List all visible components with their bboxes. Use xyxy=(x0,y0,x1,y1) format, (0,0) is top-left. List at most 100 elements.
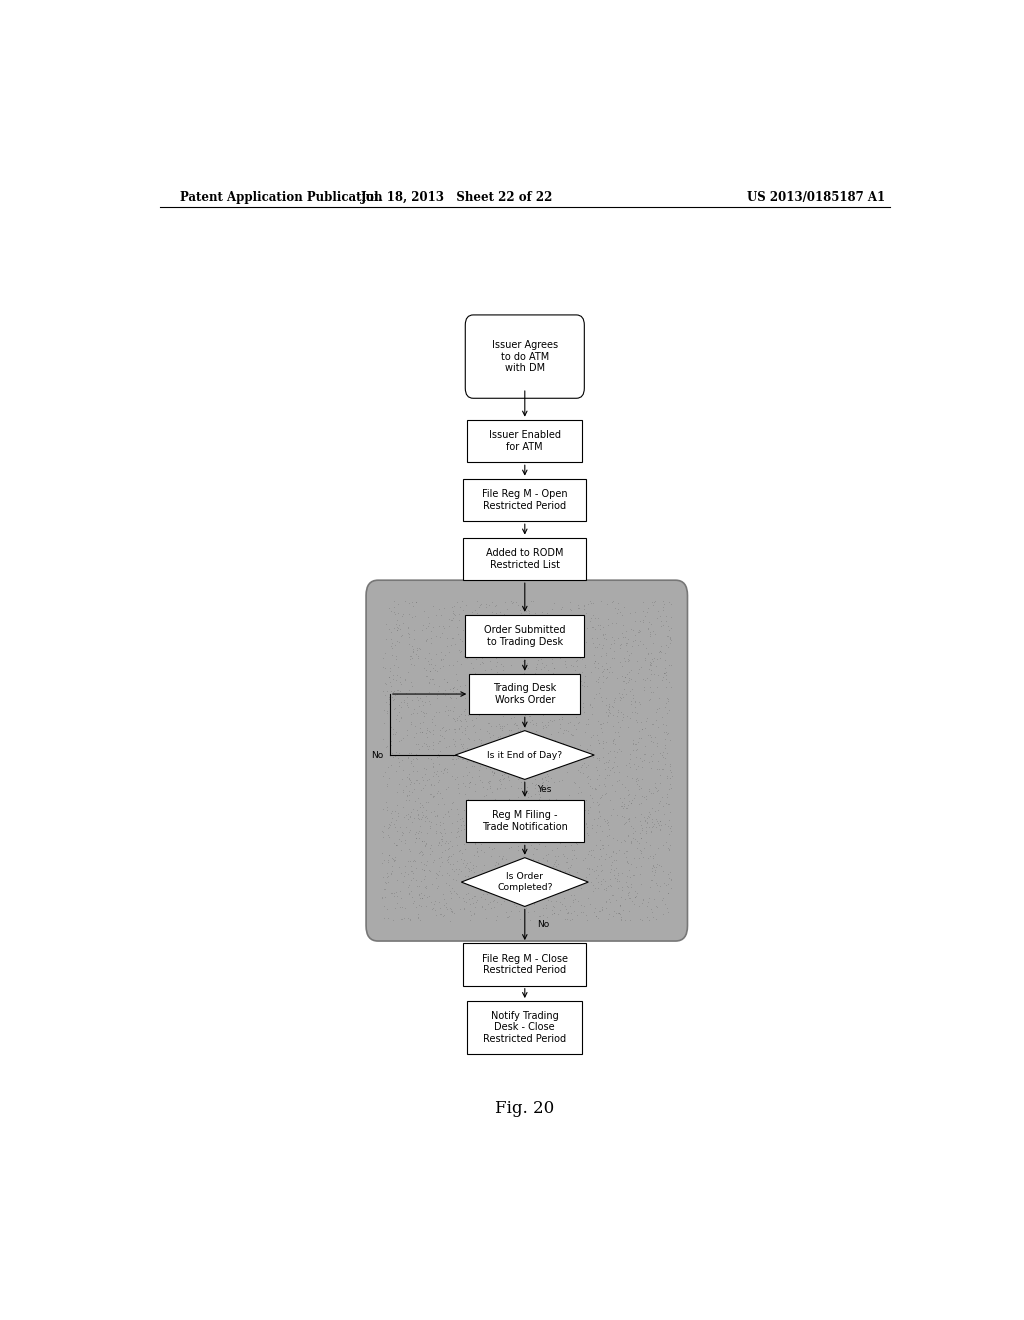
Point xyxy=(651,647,668,668)
Point xyxy=(399,850,416,871)
Point xyxy=(572,781,589,803)
Point xyxy=(425,766,441,787)
Point xyxy=(616,667,633,688)
Point xyxy=(647,726,664,747)
Point xyxy=(611,762,628,783)
Point xyxy=(575,616,592,638)
Point xyxy=(622,602,638,623)
Point xyxy=(494,849,510,870)
Point xyxy=(540,907,556,928)
Point xyxy=(526,892,543,913)
Point xyxy=(469,684,485,705)
Point xyxy=(470,830,486,851)
Point xyxy=(657,793,674,814)
Point xyxy=(597,847,613,869)
Point xyxy=(565,664,582,685)
Point xyxy=(462,698,478,719)
Point xyxy=(557,623,573,644)
Point xyxy=(386,602,402,623)
Point xyxy=(492,813,508,834)
Point xyxy=(446,735,463,756)
Point xyxy=(654,861,671,882)
Point xyxy=(451,640,467,661)
Point xyxy=(627,611,643,632)
Point xyxy=(530,673,547,694)
Point xyxy=(388,742,404,763)
Point xyxy=(587,688,603,709)
Point xyxy=(461,858,477,879)
Point xyxy=(642,652,658,673)
Point xyxy=(403,653,420,675)
Bar xyxy=(467,1001,583,1053)
Point xyxy=(501,824,517,845)
Point xyxy=(571,677,588,698)
Point xyxy=(403,751,420,772)
Point xyxy=(543,866,559,887)
Point xyxy=(651,810,668,832)
Point xyxy=(413,841,429,862)
Point xyxy=(439,849,456,870)
Point xyxy=(651,642,668,663)
Point xyxy=(419,717,435,738)
Point xyxy=(511,900,527,921)
Point xyxy=(382,672,398,693)
Point xyxy=(588,684,604,705)
Point xyxy=(596,767,612,788)
Point xyxy=(387,723,403,744)
Point xyxy=(415,804,431,825)
Point xyxy=(598,668,614,689)
Point xyxy=(527,775,544,796)
Point xyxy=(457,688,473,709)
Point xyxy=(611,788,628,809)
Point xyxy=(635,610,651,631)
Point xyxy=(586,902,602,923)
Point xyxy=(384,855,400,876)
Point xyxy=(630,635,646,656)
Point xyxy=(647,777,664,799)
Point xyxy=(421,735,437,756)
Point xyxy=(658,702,675,723)
Point xyxy=(662,767,678,788)
Point xyxy=(631,659,647,680)
Point xyxy=(518,890,535,911)
Point xyxy=(413,701,429,722)
Point xyxy=(534,700,550,721)
Point xyxy=(507,689,523,710)
Point xyxy=(474,895,490,916)
Point xyxy=(473,833,489,854)
Point xyxy=(400,803,417,824)
Point xyxy=(520,879,537,900)
Point xyxy=(492,777,508,799)
Point xyxy=(418,665,434,686)
Point xyxy=(623,874,639,895)
Point xyxy=(642,876,658,898)
Point xyxy=(623,830,639,851)
Point xyxy=(590,795,606,816)
Point xyxy=(562,678,579,700)
Point xyxy=(499,630,515,651)
Point xyxy=(540,843,556,865)
Point xyxy=(662,801,678,822)
Point xyxy=(444,628,461,649)
Point xyxy=(501,788,517,809)
Point xyxy=(566,700,583,721)
Point xyxy=(535,772,551,793)
Point xyxy=(432,723,449,744)
Point xyxy=(645,632,662,653)
Point xyxy=(567,825,584,846)
Point xyxy=(513,603,529,624)
Point xyxy=(414,619,430,640)
Point xyxy=(650,813,667,834)
Point xyxy=(441,655,458,676)
Point xyxy=(557,651,573,672)
Point xyxy=(627,602,643,623)
Point xyxy=(455,738,471,759)
Point xyxy=(409,770,425,791)
Point xyxy=(390,656,407,677)
Point xyxy=(599,825,615,846)
Point xyxy=(477,888,494,909)
Point xyxy=(500,869,516,890)
Point xyxy=(509,825,525,846)
Point xyxy=(508,696,524,717)
Point xyxy=(392,671,409,692)
